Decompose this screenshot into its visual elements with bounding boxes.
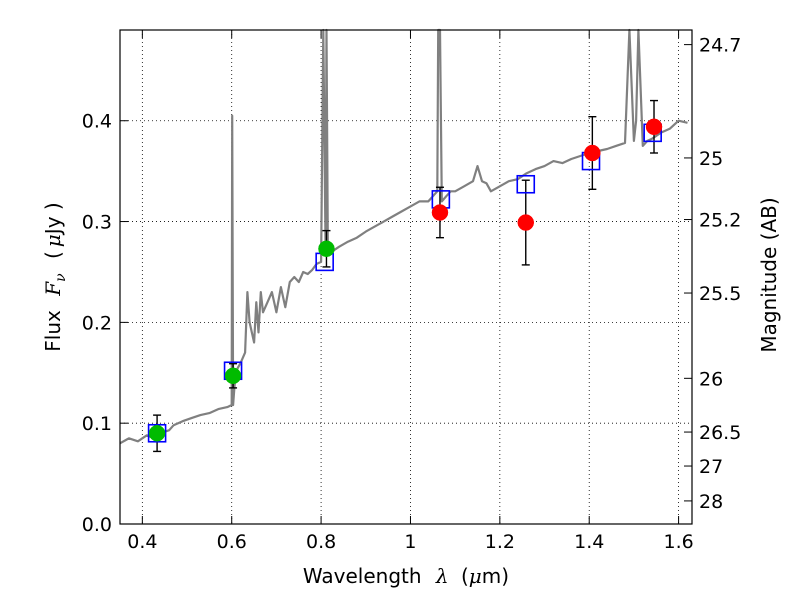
x-axis-title-symbol: λ [435,564,449,588]
y-tick-label-4: 0.4 [82,111,112,133]
spectrum-series [119,28,688,445]
axis-ticks: 0.4 0.6 0.8 1 1.2 1.4 1.6 0.0 0.1 0.2 0.3 0.4 24.7 25… [82,30,741,553]
y-tick-label-1: 0.1 [82,413,112,435]
right-tick-label-3: 25.5 [699,283,741,305]
x-tick-label-1: 0.6 [217,531,247,553]
x-axis-title-prefix: Wavelength [303,564,422,588]
spectrum-line [119,28,688,445]
red-point-1 [517,214,535,231]
y-axis-title-symbol: F [41,281,65,297]
green-point-0 [148,425,166,442]
y-axis-title-mu: μ [41,234,65,247]
red-point-0 [431,204,449,221]
x-axis-title: Wavelength λ (μm) [303,564,509,588]
model-box-0 [147,423,167,443]
x-tick-label-5: 1.4 [574,531,604,553]
right-axis-title: Magnitude (AB) [757,197,781,352]
y-axis-title: Flux Fν ( μJy ) [41,202,70,351]
y-axis-title-open: ( [41,251,65,259]
green-point-1 [224,367,242,385]
y-tick-label-3: 0.3 [82,212,112,234]
x-tick-label-0: 0.4 [127,531,157,553]
right-tick-label-7: 28 [699,491,723,513]
green-point-2 [318,240,335,258]
plot-frame [119,29,693,525]
y-axis-title-unit: Jy ) [41,202,65,236]
right-tick-label-4: 26 [699,368,723,390]
x-tick-label-4: 1.2 [485,531,515,553]
x-axis-title-unit: m) [482,564,509,588]
red-point-2 [584,144,601,162]
right-tick-label-5: 26.5 [699,422,741,444]
x-axis-title-mu: μ [469,564,482,588]
y-tick-label-2: 0.2 [82,312,112,334]
x-tick-label-6: 1.6 [663,531,693,553]
y-tick-label-0: 0.0 [82,514,112,536]
right-tick-label-1: 25 [699,148,723,170]
right-tick-label-2: 25.2 [699,210,741,232]
red-point-3 [645,118,663,136]
right-tick-label-0: 24.7 [699,35,741,57]
x-tick-label-2: 0.8 [306,531,336,553]
photometry-points [148,118,663,442]
x-axis-title-open: ( [461,564,469,588]
model-box-4 [516,174,536,194]
y-axis-title-prefix: Flux [41,310,65,352]
x-tick-label-3: 1 [404,531,416,553]
model-boxes [147,123,662,443]
grid-lines [120,30,692,524]
right-tick-label-6: 27 [699,456,723,478]
y-axis-title-sub: ν [53,273,69,282]
